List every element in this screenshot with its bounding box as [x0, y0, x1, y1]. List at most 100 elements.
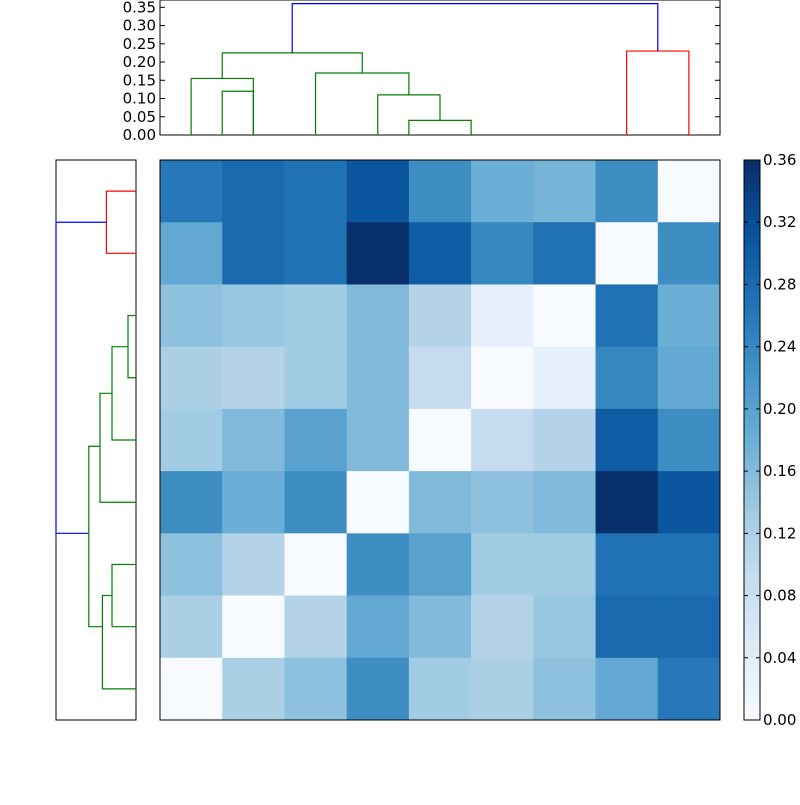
left-dendrogram-link-5 — [88, 445, 103, 628]
colorbar: 0.00 0.04 0.08 0.12 0.16 0.20 0.24 0.28 0.32 0.36 — [743, 151, 796, 729]
heatmap-cell-r8-c7 — [595, 657, 659, 721]
colorbar-tick-label-8: 0.32 — [763, 213, 796, 231]
heatmap-cell-r2-c5 — [471, 284, 534, 348]
colorbar-gradient — [743, 159, 761, 721]
heatmap-cell-r8-c6 — [533, 657, 597, 721]
heatmap-cell-r8-c0 — [160, 657, 223, 721]
heatmap-cell-r6-c7 — [595, 533, 659, 597]
heatmap-cell-r5-c7 — [595, 471, 659, 534]
top-dendrogram-link-2 — [314, 72, 410, 135]
top-dendrogram-ytick-label-3: 0.15 — [123, 71, 156, 89]
colorbar-tick-label-1: 0.04 — [763, 649, 796, 667]
top-dendrogram-link-7 — [291, 3, 659, 53]
heatmap-cell-r0-c7 — [595, 160, 659, 223]
heatmap-cell-r1-c3 — [346, 222, 410, 285]
heatmap-cell-r5-c1 — [222, 471, 285, 534]
left-dendrogram — [55, 159, 137, 721]
heatmap-cell-r6-c2 — [284, 533, 348, 597]
heatmap-cell-r7-c8 — [657, 595, 721, 659]
heatmap-cell-r2-c0 — [160, 284, 223, 348]
heatmap-cell-r7-c2 — [284, 595, 348, 659]
colorbar-tick-label-2: 0.08 — [763, 587, 796, 605]
colorbar-tick-label-7: 0.28 — [763, 275, 796, 293]
heatmap-cell-r3-c0 — [160, 346, 223, 410]
heatmap-cell-r0-c2 — [284, 160, 348, 223]
top-dendrogram-ytick-label-0: 0.00 — [123, 126, 156, 144]
heatmap-cell-r7-c6 — [533, 595, 597, 659]
heatmap-cell-r7-c1 — [222, 595, 285, 659]
heatmap-cell-r1-c7 — [595, 222, 659, 285]
heatmap-cell-r8-c4 — [408, 657, 472, 721]
heatmap-cell-r2-c2 — [284, 284, 348, 348]
colorbar-tick-label-9: 0.36 — [763, 151, 796, 169]
left-dendrogram-link-6 — [111, 563, 136, 628]
top-dendrogram: 0.000.050.100.150.200.250.300.35 — [123, 0, 721, 144]
heatmap-cell-r6-c4 — [408, 533, 472, 597]
heatmap-cell-r1-c4 — [408, 222, 472, 285]
heatmap-cell-r4-c2 — [284, 408, 348, 472]
left-dendrogram-link-7 — [101, 594, 136, 690]
heatmap-cell-r3-c2 — [284, 346, 348, 410]
heatmap-cell-r2-c7 — [595, 284, 659, 348]
heatmap-cell-r1-c5 — [471, 222, 534, 285]
heatmap-cell-r6-c1 — [222, 533, 285, 597]
heatmap-cell-r1-c6 — [533, 222, 597, 285]
heatmap-cell-r3-c1 — [222, 346, 285, 410]
heatmap-cell-r5-c3 — [346, 471, 410, 534]
heatmap-cell-r1-c0 — [160, 222, 223, 285]
heatmap-cell-r0-c4 — [408, 160, 472, 223]
heatmap-cell-r2-c3 — [346, 284, 410, 348]
heatmap-cell-r5-c2 — [284, 471, 348, 534]
heatmap-cell-r8-c1 — [222, 657, 285, 721]
top-dendrogram-link-4 — [408, 119, 472, 135]
heatmap-cell-r6-c3 — [346, 533, 410, 597]
heatmap-frame — [159, 159, 721, 721]
heatmap-cell-r5-c4 — [408, 471, 472, 534]
top-dendrogram-link-3 — [377, 94, 441, 135]
top-dendrogram-ytick-label-7: 0.35 — [123, 0, 156, 16]
heatmap-cell-r2-c6 — [533, 284, 597, 348]
colorbar-tick-label-4: 0.16 — [763, 462, 796, 480]
top-dendrogram-ytick-label-1: 0.05 — [123, 108, 156, 126]
heatmap-cell-r3-c8 — [657, 346, 721, 410]
top-dendrogram-link-5 — [221, 90, 254, 135]
heatmap-cell-r0-c8 — [657, 160, 721, 223]
top-dendrogram-link-6 — [626, 50, 690, 135]
colorbar-tick-label-3: 0.12 — [763, 524, 796, 542]
heatmap-cell-r7-c4 — [408, 595, 472, 659]
heatmap-cell-r4-c3 — [346, 408, 410, 472]
heatmap-cell-r4-c6 — [533, 408, 597, 472]
left-dendrogram-link-4 — [99, 392, 136, 503]
heatmap-cell-r0-c3 — [346, 160, 410, 223]
heatmap-cell-r6-c0 — [160, 533, 223, 597]
heatmap-cell-r2-c1 — [222, 284, 285, 348]
heatmap-cell-r2-c8 — [657, 284, 721, 348]
heatmap-cell-r8-c8 — [657, 657, 721, 721]
heatmap-cell-r7-c3 — [346, 595, 410, 659]
left-dendrogram-link-1 — [55, 221, 107, 534]
heatmap-cell-r0-c5 — [471, 160, 534, 223]
heatmap-cell-r0-c6 — [533, 160, 597, 223]
heatmap-cell-r0-c0 — [160, 160, 223, 223]
colorbar-tick-label-6: 0.24 — [763, 338, 796, 356]
heatmap-cell-r6-c5 — [471, 533, 534, 597]
left-dendrogram-link-2 — [127, 314, 136, 379]
colorbar-tick-label-0: 0.00 — [763, 711, 796, 729]
top-dendrogram-ytick-label-6: 0.30 — [123, 17, 156, 35]
heatmap-cell-r0-c1 — [222, 160, 285, 223]
heatmap-cell-r4-c4 — [408, 408, 472, 472]
heatmap-cell-r8-c2 — [284, 657, 348, 721]
left-dendrogram-link-3 — [111, 346, 136, 441]
heatmap-cell-r4-c5 — [471, 408, 534, 472]
heatmap-cell-r4-c8 — [657, 408, 721, 472]
heatmap-cell-r1-c2 — [284, 222, 348, 285]
heatmap — [159, 159, 721, 721]
top-dendrogram-ytick-label-5: 0.25 — [123, 35, 156, 53]
heatmap-cell-r3-c7 — [595, 346, 659, 410]
heatmap-cell-r5-c0 — [160, 471, 223, 534]
top-dendrogram-ytick-label-4: 0.20 — [123, 53, 156, 71]
heatmap-cell-r2-c4 — [408, 284, 472, 348]
heatmap-cell-r5-c5 — [471, 471, 534, 534]
